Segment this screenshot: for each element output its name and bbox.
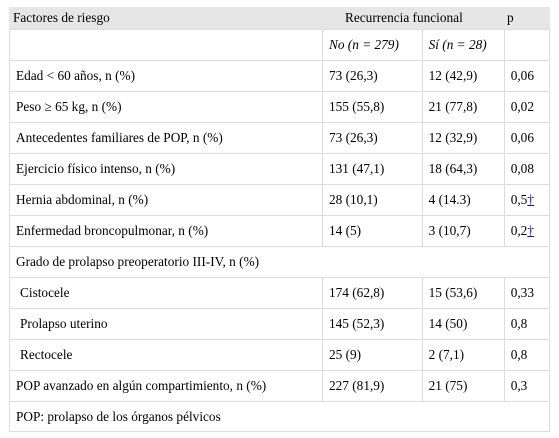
- p-cell: 0,8: [503, 339, 551, 371]
- table-row: Cistocele 174 (62,8) 15 (53,6) 0,33: [9, 277, 551, 309]
- factor-cell: Edad < 60 años, n (%): [9, 60, 323, 92]
- table-header: Factores de riesgo Recurrencia funcional…: [9, 7, 550, 29]
- no-cell: 174 (62,8): [321, 277, 423, 309]
- table-row: Enfermedad broncopulmonar, n (%) 14 (5) …: [9, 215, 551, 247]
- table-row: Peso ≥ 65 kg, n (%) 155 (55,8) 21 (77,8)…: [9, 91, 551, 123]
- factor-cell: Antecedentes familiares de POP, n (%): [9, 122, 323, 154]
- subheader-p-empty: [503, 29, 551, 61]
- si-cell: 18 (64,3): [421, 153, 505, 185]
- factor-cell: Enfermedad broncopulmonar, n (%): [9, 215, 323, 247]
- si-cell: 14 (50): [421, 308, 505, 340]
- no-cell: 25 (9): [321, 339, 423, 371]
- si-cell: 21 (75): [421, 370, 505, 402]
- si-cell: 12 (42,9): [421, 60, 505, 92]
- subheader-empty: [9, 29, 323, 61]
- factor-cell: Cistocele: [9, 277, 323, 309]
- p-value: 0,2: [510, 223, 528, 238]
- no-cell: 155 (55,8): [321, 91, 423, 123]
- subheader-si: Sí (n = 28): [421, 29, 505, 61]
- subheader-no: No (n = 279): [321, 29, 423, 61]
- si-cell: 15 (53,6): [421, 277, 505, 309]
- subheader-row: No (n = 279) Sí (n = 28): [9, 29, 551, 61]
- no-cell: 73 (26,3): [321, 60, 423, 92]
- footnote-row: POP: prolapso de los órganos pélvicos: [9, 401, 550, 432]
- factor-cell: Rectocele: [9, 339, 323, 371]
- si-cell: 21 (77,8): [421, 91, 505, 123]
- data-table: No (n = 279) Sí (n = 28) Edad < 60 años,…: [9, 29, 551, 432]
- no-cell: 28 (10,1): [321, 184, 423, 216]
- header-recurrencia: Recurrencia funcional: [345, 10, 463, 25]
- p-cell: 0,06: [503, 122, 551, 154]
- p-cell: 0,5†: [503, 184, 551, 216]
- factor-cell: Prolapso uterino: [9, 308, 323, 340]
- p-cell: 0,08: [503, 153, 551, 185]
- si-cell: 12 (32,9): [421, 122, 505, 154]
- section-label: Grado de prolapso preoperatorio III-IV, …: [9, 246, 550, 278]
- factor-cell: Ejercicio físico intenso, n (%): [9, 153, 323, 185]
- table-row: POP avanzado en algún compartimiento, n …: [9, 370, 551, 402]
- no-cell: 131 (47,1): [321, 153, 423, 185]
- p-cell: 0,8: [503, 308, 551, 340]
- header-p: p: [507, 10, 514, 25]
- no-cell: 73 (26,3): [321, 122, 423, 154]
- p-cell: 0,2†: [503, 215, 551, 247]
- header-factores: Factores de riesgo: [13, 10, 110, 25]
- footnote-dagger-link[interactable]: †: [527, 192, 534, 207]
- section-row: Grado de prolapso preoperatorio III-IV, …: [9, 246, 550, 278]
- factor-cell: Hernia abdominal, n (%): [9, 184, 323, 216]
- table-row: Rectocele 25 (9) 2 (7,1) 0,8: [9, 339, 551, 371]
- table-row: Antecedentes familiares de POP, n (%) 73…: [9, 122, 551, 154]
- table-row: Ejercicio físico intenso, n (%) 131 (47,…: [9, 153, 551, 185]
- p-value: 0,5: [510, 192, 528, 207]
- no-cell: 145 (52,3): [321, 308, 423, 340]
- si-cell: 4 (14.3): [421, 184, 505, 216]
- no-cell: 14 (5): [321, 215, 423, 247]
- si-cell: 2 (7,1): [421, 339, 505, 371]
- p-cell: 0,33: [503, 277, 551, 309]
- factor-cell: Peso ≥ 65 kg, n (%): [9, 91, 323, 123]
- p-cell: 0,06: [503, 60, 551, 92]
- table-row: Hernia abdominal, n (%) 28 (10,1) 4 (14.…: [9, 184, 551, 216]
- p-cell: 0,02: [503, 91, 551, 123]
- table-row: Prolapso uterino 145 (52,3) 14 (50) 0,8: [9, 308, 551, 340]
- table-row: Edad < 60 años, n (%) 73 (26,3) 12 (42,9…: [9, 60, 551, 92]
- footnote: POP: prolapso de los órganos pélvicos: [9, 401, 550, 432]
- factor-cell: POP avanzado en algún compartimiento, n …: [9, 370, 323, 402]
- p-cell: 0,3: [503, 370, 551, 402]
- footnote-dagger-link[interactable]: †: [527, 223, 534, 238]
- si-cell: 3 (10,7): [421, 215, 505, 247]
- no-cell: 227 (81,9): [321, 370, 423, 402]
